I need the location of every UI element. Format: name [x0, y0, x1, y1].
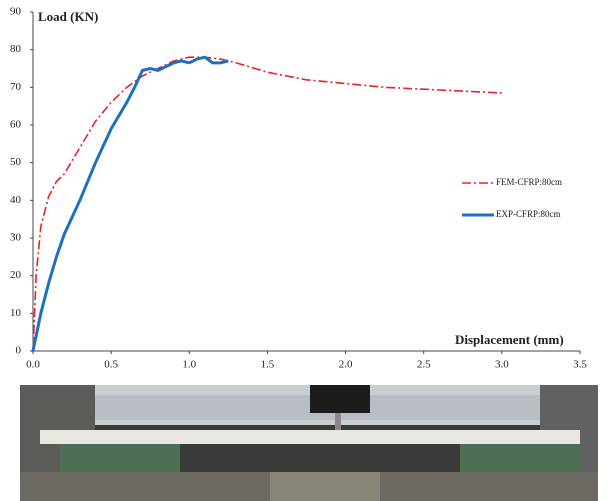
series-line [33, 57, 228, 351]
y-tick-label: 30 [10, 232, 22, 244]
y-tick-label: 10 [10, 307, 22, 319]
series-line [33, 57, 502, 351]
legend-label: FEM-CFRP:80cm [496, 177, 562, 187]
x-tick-label: 0.0 [26, 359, 40, 371]
y-tick-label: 0 [16, 345, 22, 357]
y-tick-label: 70 [10, 81, 22, 93]
x-tick-label: 1.0 [182, 359, 196, 371]
x-tick-label: 3.0 [495, 359, 509, 371]
y-tick-label: 80 [10, 43, 22, 55]
y-tick-label: 90 [10, 6, 22, 18]
y-axis-label: Load (KN) [38, 9, 98, 24]
x-tick-label: 3.5 [573, 359, 587, 371]
x-tick-label: 1.5 [261, 359, 275, 371]
y-tick-label: 40 [10, 194, 22, 206]
x-tick-label: 2.5 [417, 359, 431, 371]
legend-label: EXP-CFRP:80cm [496, 209, 561, 219]
page: Load (KN) Displacement (mm) 0 10 20 30 40 50 6… [0, 0, 609, 501]
x-axis-label: Displacement (mm) [455, 332, 564, 347]
y-tick-label: 60 [10, 119, 22, 131]
y-tick-label: 20 [10, 269, 22, 281]
x-tick-label: 0.5 [104, 359, 118, 371]
y-tick-label: 50 [10, 156, 22, 168]
x-tick-label: 2.0 [339, 359, 353, 371]
photo [20, 385, 598, 501]
